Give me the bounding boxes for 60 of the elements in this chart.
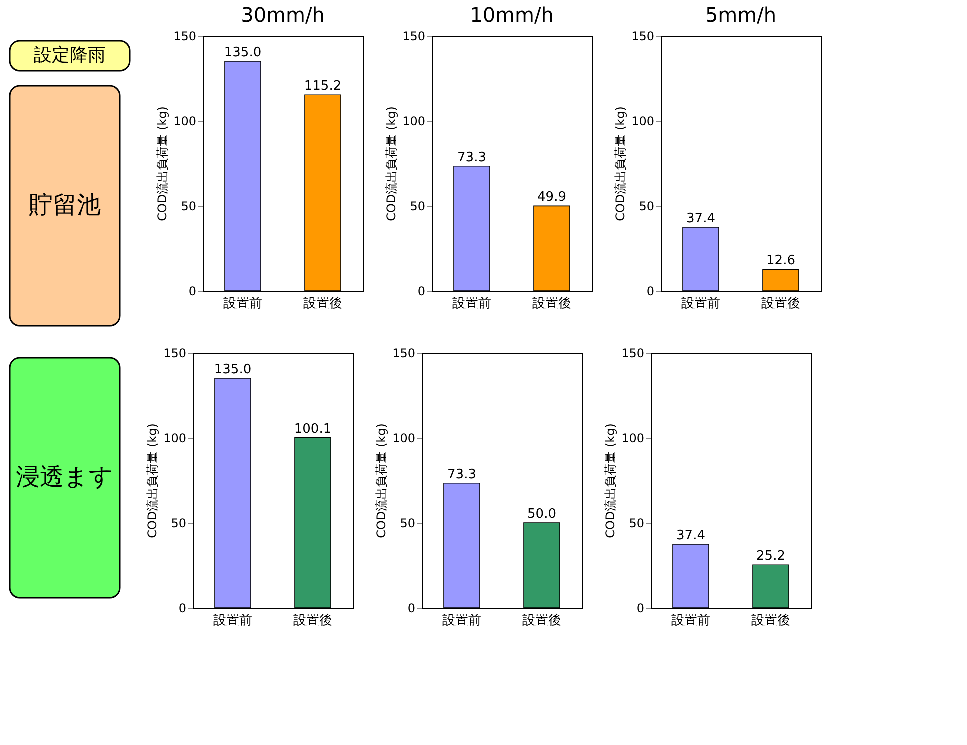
chart-title: 10mm/h [470, 3, 554, 27]
y-tick-label: 0 [646, 284, 654, 298]
y-tick-label: 50 [171, 516, 186, 530]
text: 設定降雨 [34, 45, 106, 66]
x-tick-label: 設置後 [304, 296, 342, 312]
y-tick-label: 100 [632, 114, 654, 128]
x-tick-label: 設置後 [762, 296, 800, 312]
data-label: 37.4 [686, 211, 716, 226]
x-tick-label: 設置後 [522, 614, 562, 628]
y-tick-label: 50 [400, 516, 416, 530]
y-tick-label: 0 [408, 602, 416, 616]
data-label: 50.0 [528, 507, 556, 522]
y-tick-label: 50 [181, 200, 196, 214]
x-tick-label: 設置前 [672, 614, 710, 628]
text: 貯留池 [29, 191, 101, 219]
x-tick-label: 設置後 [294, 614, 332, 628]
y-tick-label: 50 [639, 200, 654, 214]
data-label: 115.2 [304, 79, 342, 94]
y-axis-title: COD流出負荷量 (kg) [604, 424, 618, 538]
y-tick-label: 100 [174, 114, 196, 128]
x-tick-label: 設置後 [752, 614, 790, 628]
text: 浸透ます [16, 463, 114, 491]
y-axis-title: COD流出負荷量 (kg) [374, 424, 389, 538]
x-tick-label: 設置後 [532, 296, 572, 312]
y-tick-label: 150 [622, 346, 644, 360]
x-tick-label: 設置前 [214, 614, 252, 628]
chart-title: 30mm/h [241, 3, 325, 27]
y-tick-label: 100 [622, 432, 644, 446]
y-tick-label: 100 [392, 432, 416, 446]
data-label: 135.0 [224, 46, 262, 60]
y-tick-label: 100 [164, 432, 186, 446]
data-label: 12.6 [766, 254, 796, 269]
y-tick-label: 150 [632, 30, 654, 44]
y-tick-label: 100 [402, 114, 426, 128]
y-tick-label: 150 [392, 346, 416, 360]
data-label: 37.4 [676, 528, 706, 544]
y-axis-title: COD流出負荷量 (kg) [614, 106, 628, 222]
y-axis-title: COD流出負荷量 (kg) [146, 424, 160, 538]
data-label: 135.0 [214, 362, 252, 378]
y-tick-label: 150 [164, 346, 186, 360]
y-tick-label: 50 [629, 516, 644, 530]
y-axis-title: COD流出負荷量 (kg) [156, 106, 170, 222]
y-tick-label: 0 [178, 602, 186, 616]
data-label: 73.3 [458, 150, 486, 166]
data-label: 25.2 [756, 549, 786, 564]
x-tick-label: 設置前 [452, 296, 492, 312]
y-tick-label: 0 [636, 602, 644, 616]
y-tick-label: 0 [418, 284, 426, 298]
y-tick-label: 150 [174, 30, 196, 44]
data-label: 49.9 [538, 190, 566, 206]
data-label: 100.1 [294, 422, 332, 437]
x-tick-label: 設置前 [224, 296, 262, 312]
y-axis-title: COD流出負荷量 (kg) [384, 106, 399, 222]
data-label: 73.3 [448, 467, 476, 482]
x-tick-label: 設置前 [442, 614, 482, 628]
y-tick-label: 0 [188, 284, 196, 298]
chart-title: 5mm/h [705, 3, 777, 27]
y-tick-label: 50 [410, 200, 426, 214]
y-tick-label: 150 [402, 30, 426, 44]
x-tick-label: 設置前 [682, 296, 720, 312]
